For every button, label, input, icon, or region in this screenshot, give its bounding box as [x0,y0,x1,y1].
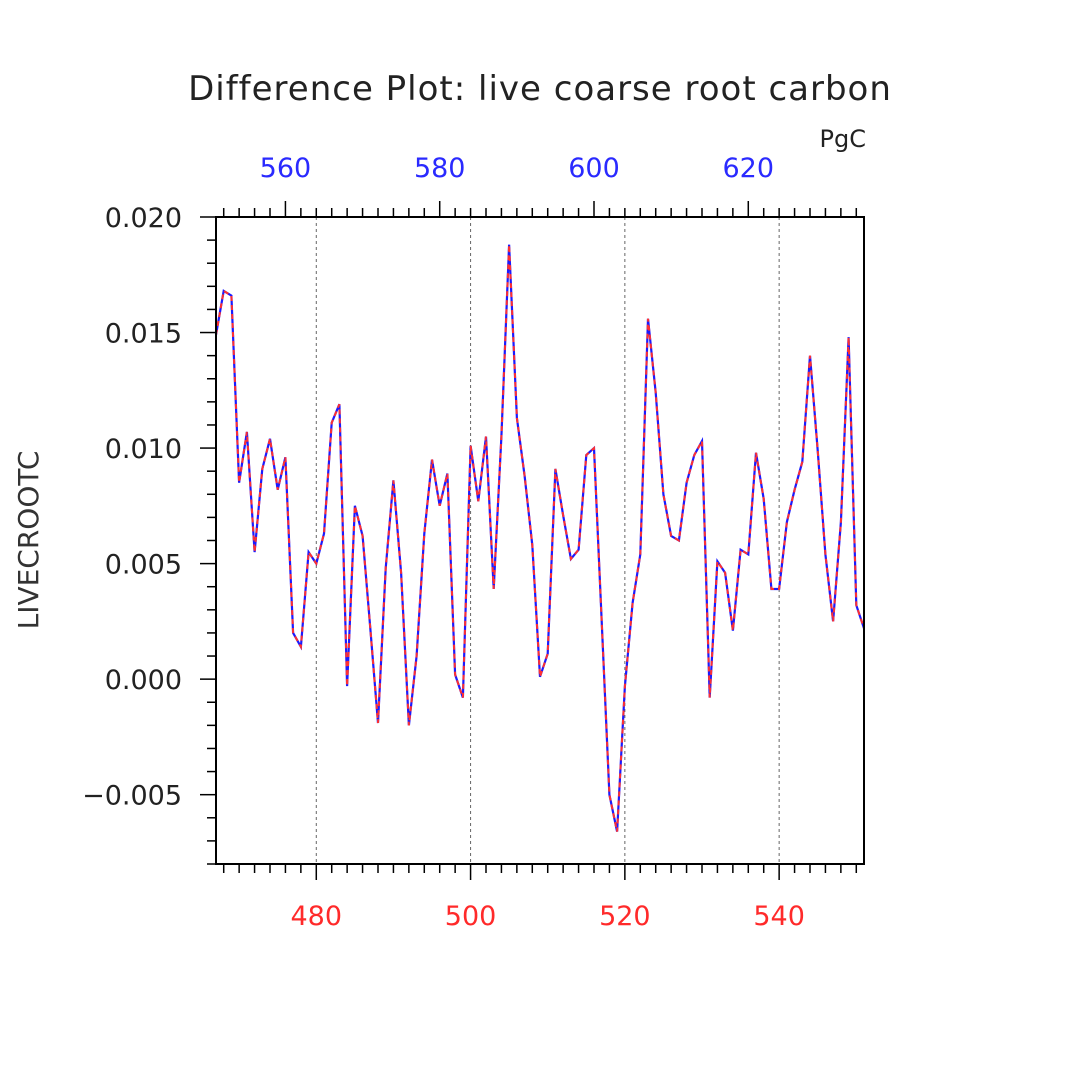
axis-ticks [200,201,858,880]
bottom-tick-label: 540 [753,901,805,932]
top-tick-label: 600 [568,153,620,184]
y-tick-label: 0.005 [105,550,182,581]
top-tick-label: 620 [723,153,775,184]
bottom-tick-label: 520 [599,901,651,932]
y-tick-label: 0.010 [105,434,182,465]
series-line-solid [214,244,866,832]
units-label: PgC [820,125,866,153]
y-tick-label: 0.020 [105,203,182,234]
bottom-tick-label: 480 [291,901,343,932]
series-line-dashed [215,244,865,832]
y-axis-label: LIVECROOTC [12,451,45,630]
y-tick-label: 0.015 [105,319,182,350]
y-tick-label: 0.000 [105,665,182,696]
top-tick-label: 560 [260,153,312,184]
grid-lines [315,217,780,864]
y-tick-label: −0.005 [82,781,182,812]
series-lines [214,244,866,832]
bottom-tick-label: 500 [445,901,497,932]
chart-title: Difference Plot: live coarse root carbon [188,69,892,109]
top-tick-label: 580 [414,153,466,184]
